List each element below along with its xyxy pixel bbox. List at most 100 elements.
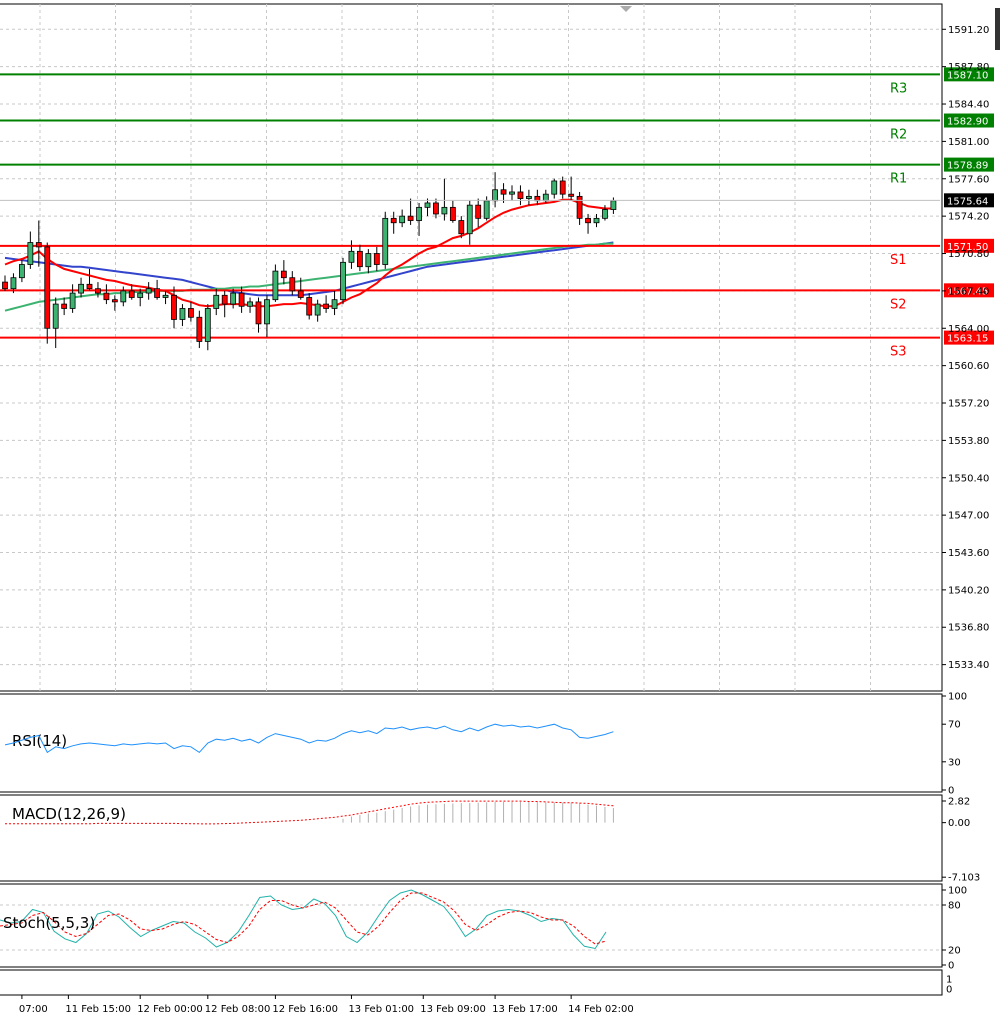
candle-body — [399, 215, 406, 224]
candle-body — [78, 283, 84, 294]
pane-frame-0 — [0, 3, 943, 692]
candle — [78, 277, 84, 298]
candle-body — [390, 217, 397, 224]
candle-body — [356, 250, 363, 268]
candle — [458, 216, 465, 239]
price-tick-label: 1543.60 — [948, 548, 989, 559]
candle-body — [509, 191, 515, 195]
candle — [137, 288, 144, 307]
price-tick-label: 1560.60 — [948, 361, 989, 372]
scroll-marker[interactable] — [995, 8, 1000, 50]
candle-body — [323, 303, 330, 309]
candle — [128, 284, 135, 300]
stoch-tick-label: 20 — [948, 946, 961, 957]
candle-body — [365, 253, 372, 268]
candle-body — [424, 202, 431, 208]
candle — [179, 304, 186, 327]
time-tick-label: 12 Feb 08:00 — [205, 1004, 271, 1015]
candle — [196, 310, 203, 349]
candle — [576, 191, 583, 225]
candle-body — [103, 292, 110, 301]
rsi-tick-label: 100 — [948, 692, 967, 703]
candle — [264, 295, 270, 338]
candle — [52, 297, 59, 349]
candle-body — [35, 242, 42, 248]
time-tick-label: 13 Feb 17:00 — [492, 1004, 558, 1015]
candle — [373, 246, 380, 272]
candle-body — [280, 270, 287, 279]
price-tick-label: 1550.40 — [948, 473, 989, 484]
candle — [272, 264, 279, 302]
candle — [356, 244, 363, 272]
candle-body — [458, 220, 465, 235]
candle — [365, 249, 372, 274]
candle-body — [10, 277, 17, 290]
support-resistance-levels: R3 1587.10 R2 1582.90 R1 1578.89 S1 1571.50 S2 15… — [0, 67, 994, 360]
price-tick-label: 1574.20 — [948, 212, 989, 223]
candle — [593, 213, 600, 228]
price-tick-label: 1570.80 — [948, 249, 989, 260]
candle-body — [154, 288, 161, 298]
pane-frame-1 — [0, 693, 943, 793]
candle — [517, 185, 524, 206]
candle — [44, 242, 51, 344]
chart-shift-marker-icon[interactable] — [620, 6, 632, 12]
candle-body — [331, 299, 338, 309]
candle-body — [145, 288, 152, 294]
candle — [602, 205, 608, 221]
current-price-badge-box — [944, 193, 994, 208]
candle — [424, 198, 431, 217]
level-badge-label-r2: 1582.90 — [947, 117, 988, 128]
candle — [238, 286, 245, 313]
candle-body — [179, 308, 186, 320]
candle-body — [492, 189, 499, 202]
time-tick-label: 14 Feb 02:00 — [568, 1004, 634, 1015]
price-tick-label: 1591.20 — [948, 25, 989, 36]
candle — [568, 176, 575, 201]
candle — [433, 198, 439, 219]
level-badge-s3 — [944, 330, 994, 345]
price-tick-label: 1557.20 — [948, 399, 989, 410]
stoch-grid — [0, 904, 940, 951]
pane-frame-3 — [0, 883, 943, 968]
level-badge-label-s3: 1563.15 — [947, 334, 988, 345]
level-badge-s1 — [944, 238, 994, 253]
candle — [500, 183, 507, 203]
price-axis: 1591.20 1587.80 1584.40 1581.00 1577.60 1574.… — [942, 25, 989, 671]
candle — [69, 284, 76, 313]
level-badge-s2 — [944, 283, 994, 298]
candle — [323, 295, 330, 313]
candle-body — [610, 200, 617, 210]
candle-body — [542, 193, 549, 202]
time-tick-label: 12 Feb 00:00 — [137, 1004, 203, 1015]
candle-body — [128, 290, 135, 298]
candle-body — [61, 303, 68, 309]
candle — [306, 293, 313, 320]
candle — [331, 290, 338, 316]
candle-body — [416, 206, 422, 221]
time-axis: 07:00 11 Feb 15:00 12 Feb 00:00 12 Feb 08:0… — [19, 995, 634, 1015]
candle — [551, 178, 558, 199]
candle-body — [441, 206, 448, 215]
pane-frame-4 — [0, 969, 943, 996]
candle-body — [289, 277, 296, 292]
candle-body — [18, 264, 25, 279]
candle-body — [449, 206, 456, 221]
candle — [247, 297, 253, 313]
price-tick-label: 1536.80 — [948, 623, 989, 634]
empty-indicator-axis: 10 — [946, 975, 952, 996]
candle — [416, 202, 422, 236]
candle — [526, 189, 532, 206]
candle-body — [27, 242, 34, 265]
candle — [382, 211, 389, 269]
level-badge-r1 — [944, 157, 994, 172]
level-name-s1: S1 — [890, 253, 907, 268]
stoch-tick-label: 80 — [948, 901, 961, 912]
candle — [61, 297, 68, 316]
price-tick-label: 1553.80 — [948, 436, 989, 447]
candle-body — [576, 195, 583, 219]
time-tick-label: 13 Feb 09:00 — [420, 1004, 486, 1015]
candle-body — [517, 191, 524, 199]
stoch-tick-label: 0 — [948, 961, 954, 972]
